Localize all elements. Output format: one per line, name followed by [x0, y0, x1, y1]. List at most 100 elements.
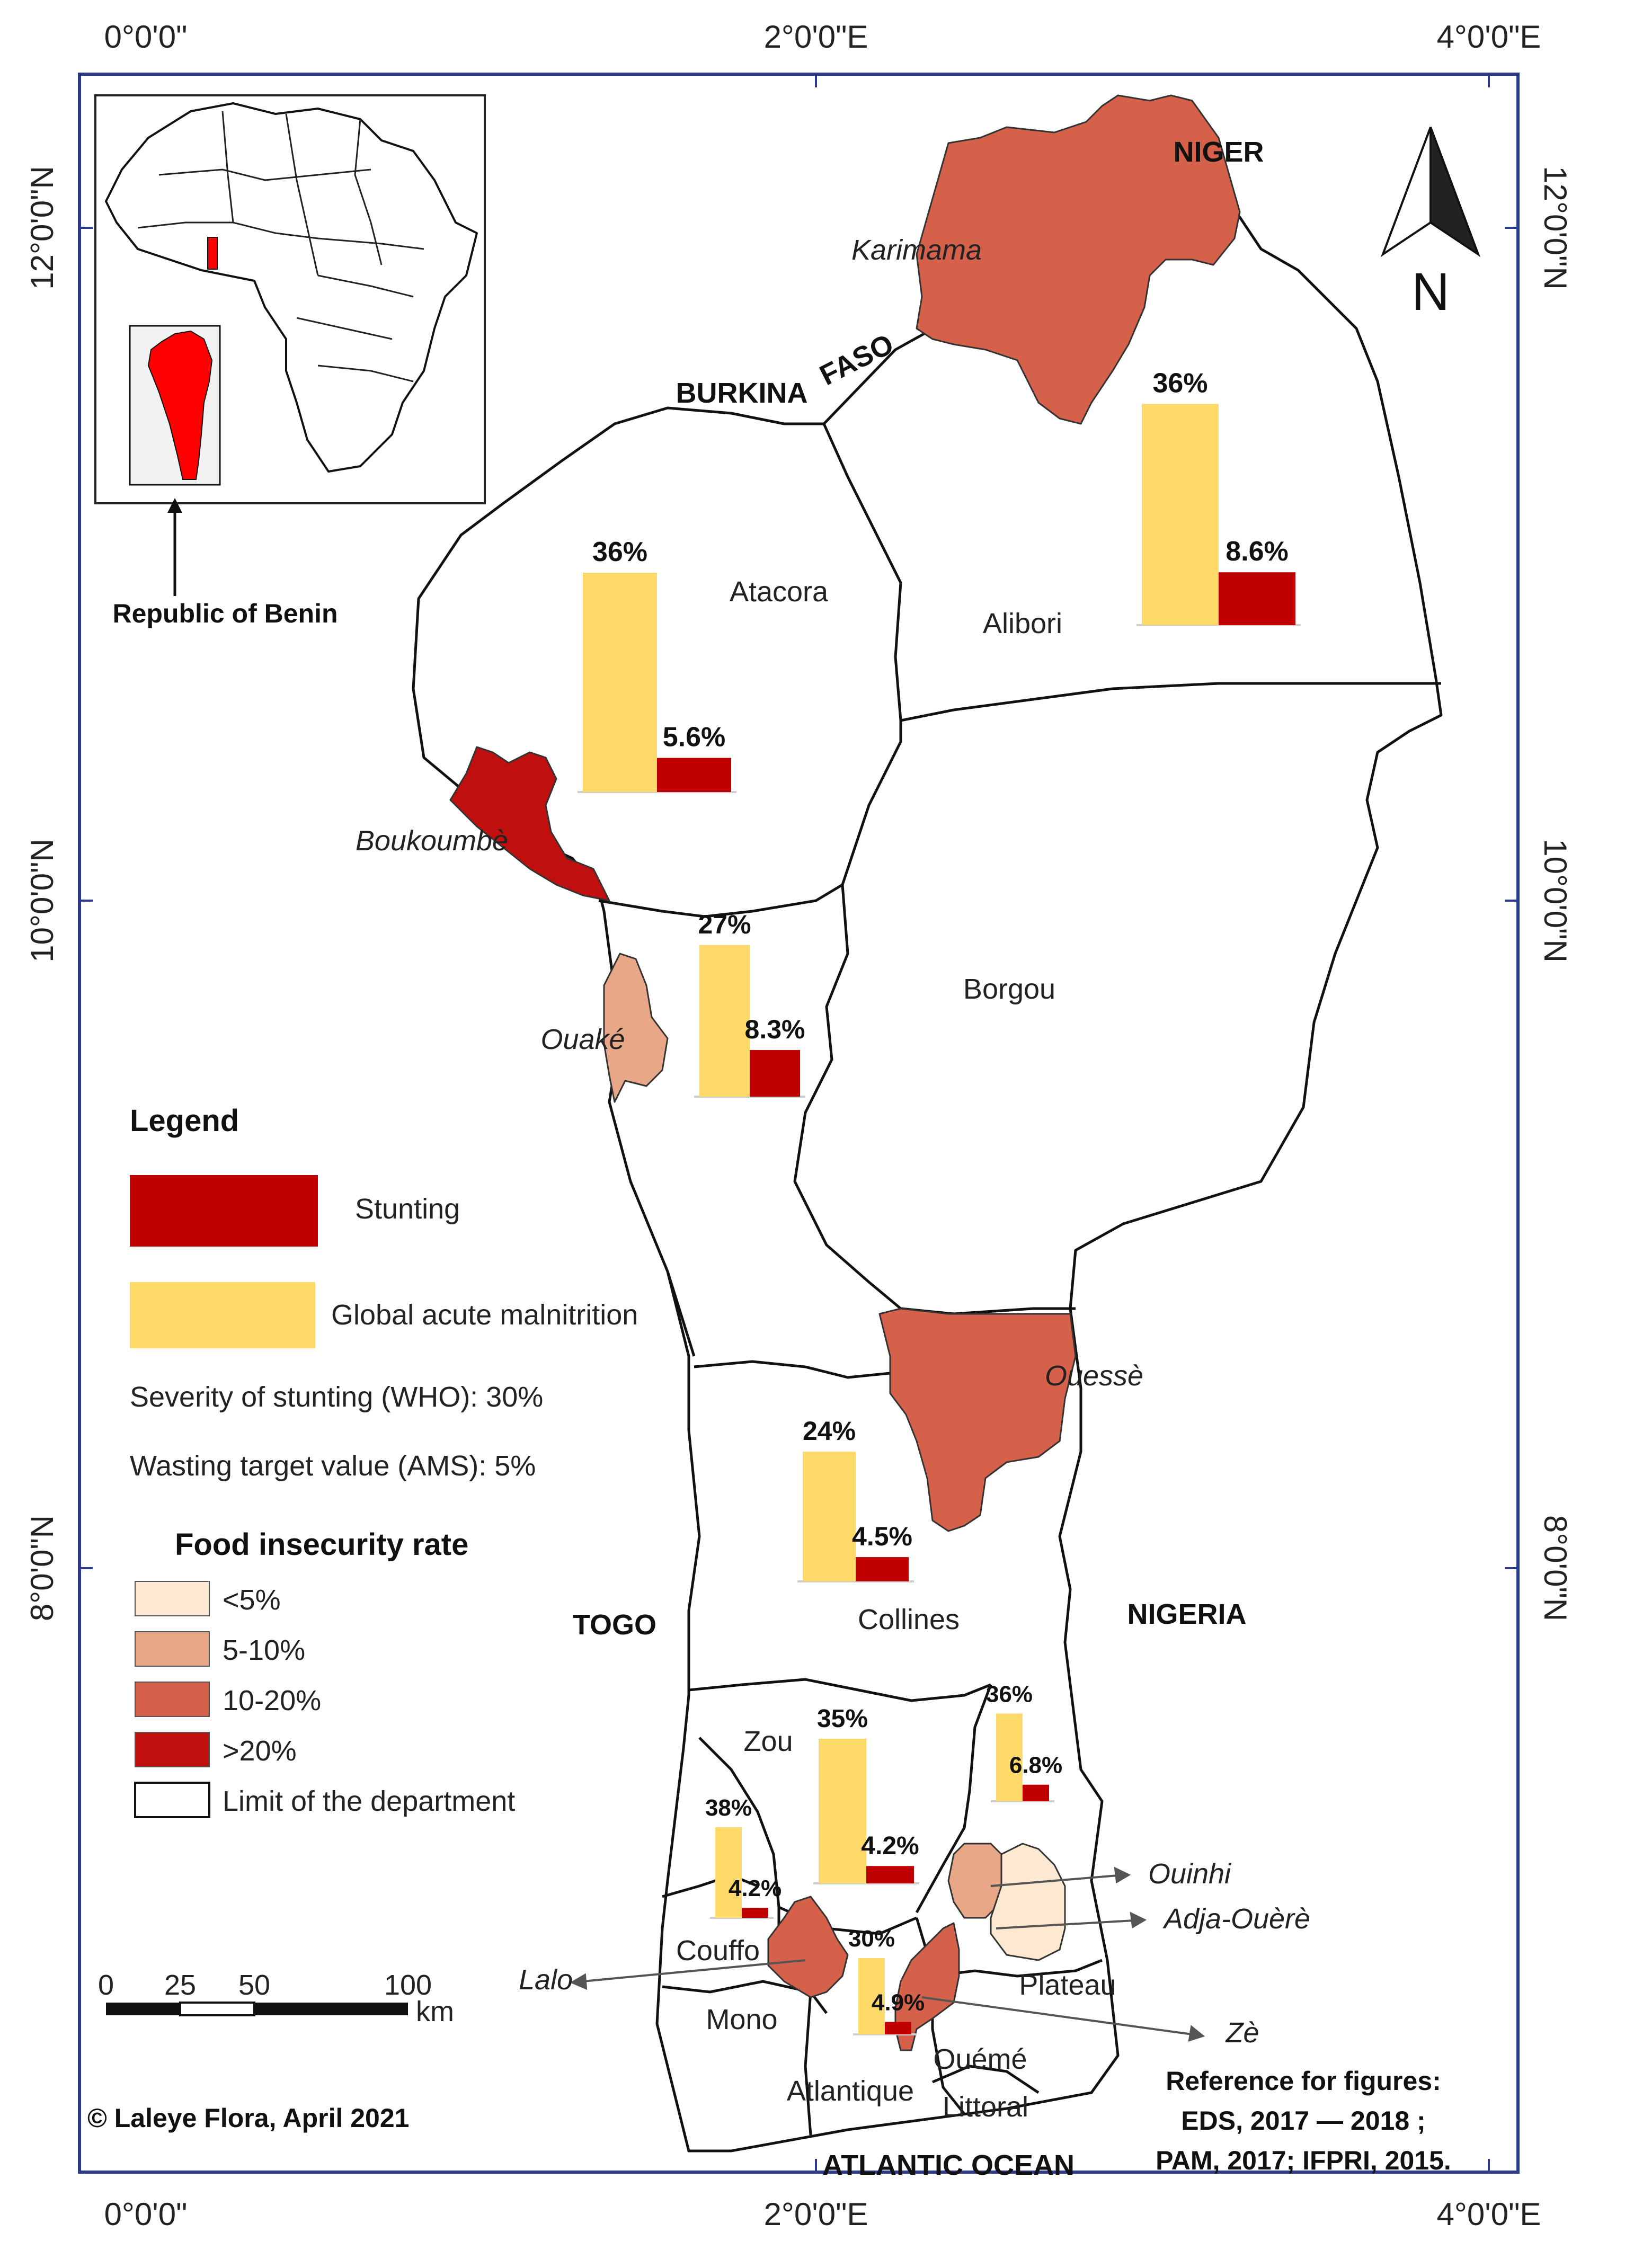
coord-bottom-0: 0°0'0" — [104, 2196, 188, 2232]
commune-label-ouesse: Ouessè — [1045, 1360, 1143, 1392]
commune-boukoumbe — [449, 746, 610, 902]
bar-chart-collines: 24% 4.5% — [797, 1416, 914, 1582]
scale-unit: km — [416, 1996, 454, 2027]
copyright: © Laleye Flora, April 2021 — [87, 2103, 409, 2133]
coord-left-8n: 8°0'0"N — [24, 1515, 60, 1621]
coordinate-ticks — [79, 74, 1518, 2172]
bar-stunting-couffo — [742, 1908, 768, 1918]
bar-label-gam-alibori: 36% — [1152, 368, 1207, 398]
bar-gam-couffo — [715, 1827, 742, 1918]
bar-stunting-donga — [750, 1050, 800, 1097]
bar-label-gam-atlantique: 30% — [848, 1926, 895, 1952]
scale-tick-0: 0 — [98, 1969, 114, 2001]
dept-label-plateau: Plateau — [1019, 1969, 1116, 2001]
coord-bottom-4e: 4°0'0"E — [1437, 2196, 1541, 2232]
commune-ouesse — [878, 1308, 1077, 1532]
legend-swatch-5-10 — [135, 1631, 210, 1667]
bar-label-gam-plateau: 36% — [986, 1681, 1033, 1707]
limit-alibori-borgou — [900, 682, 1441, 722]
north-arrow-icon: N — [1380, 127, 1481, 322]
scale-tick-50: 50 — [238, 1969, 270, 2001]
reference-line-3: PAM, 2017; IFPRI, 2015. — [1156, 2146, 1451, 2175]
country-label-niger: NIGER — [1173, 136, 1264, 168]
limit-zou-couffo — [698, 1737, 780, 1960]
dept-label-littoral: Littoral — [943, 2091, 1028, 2123]
commune-ze — [894, 1922, 960, 2051]
dept-label-borgou: Borgou — [963, 973, 1055, 1005]
bar-chart-atacora: 36% 5.6% — [578, 537, 736, 793]
bar-chart-atlantique: 30% 4.9% — [848, 1926, 925, 2035]
country-label-burkina: BURKINA — [676, 377, 808, 409]
dept-label-mono: Mono — [706, 2004, 777, 2035]
bar-label-stunting-atlantique: 4.9% — [872, 1989, 925, 2015]
bar-label-gam-atacora: 36% — [592, 537, 647, 567]
coord-left-12n: 12°0'0"N — [24, 166, 60, 290]
bar-gam-atacora — [583, 573, 657, 792]
legend-swatch-gt20 — [135, 1732, 210, 1767]
commune-karimama — [916, 94, 1241, 425]
scale-bar: 0 25 50 100 km — [98, 1969, 454, 2027]
bar-gam-zou — [819, 1739, 866, 1883]
limit-donga-borgou — [793, 884, 1076, 1315]
bar-stunting-zou — [866, 1866, 914, 1883]
inset-label: Republic of Benin — [113, 599, 338, 628]
limit-mono-atlantique — [804, 1991, 812, 2136]
legend-severity: Severity of stunting (WHO): 30% — [130, 1381, 543, 1413]
dept-label-atlantique: Atlantique — [787, 2075, 914, 2107]
bar-label-stunting-plateau: 6.8% — [1009, 1753, 1062, 1778]
limit-donga-collines — [666, 1271, 696, 1357]
dept-label-collines: Collines — [858, 1604, 960, 1635]
commune-label-karimama: Karimama — [851, 234, 982, 266]
legend-label-10-20: 10-20% — [223, 1685, 321, 1716]
commune-label-ouinhi: Ouinhi — [1148, 1858, 1232, 1890]
inset-map: Republic of Benin — [94, 94, 486, 628]
benin-departments — [412, 216, 1443, 2153]
coord-right-10n: 10°0'0"N — [1538, 839, 1573, 963]
limit-zou-plateau — [915, 1684, 992, 1914]
benin-zoom-shape — [147, 330, 213, 480]
bar-stunting-alibori — [1219, 572, 1295, 625]
legend-swatch-lt5 — [135, 1581, 210, 1616]
bar-label-stunting-couffo: 4.2% — [729, 1875, 782, 1901]
legend-wasting: Wasting target value (AMS): 5% — [130, 1450, 536, 1482]
bar-stunting-plateau — [1023, 1784, 1049, 1801]
bar-gam-collines — [803, 1452, 856, 1581]
dept-label-couffo: Couffo — [676, 1935, 760, 1967]
ocean-label: ATLANTIC OCEAN — [822, 2149, 1075, 2181]
bar-stunting-atacora — [657, 758, 731, 792]
legend-swatch-gam — [130, 1282, 315, 1348]
africa-borders — [137, 111, 424, 383]
legend-swatch-limit — [134, 1782, 210, 1818]
africa-outline — [105, 102, 478, 473]
bar-label-stunting-zou: 4.2% — [861, 1832, 919, 1860]
bar-chart-zou: 35% 4.2% — [813, 1705, 919, 1884]
legend-swatch-10-20 — [135, 1682, 210, 1717]
limit-atacora-donga — [598, 721, 902, 918]
limit-alibori-atacora — [822, 423, 902, 721]
coord-top-0: 0°0'0" — [104, 19, 188, 55]
commune-label-boukoumbe: Boukoumbè — [356, 825, 508, 857]
bar-chart-couffo: 38% 4.2% — [705, 1795, 782, 1919]
legend-food-title: Food insecurity rate — [175, 1527, 468, 1562]
commune-label-adja-ouere: Adja-Ouèrè — [1162, 1903, 1310, 1935]
legend-label-lt5: <5% — [223, 1584, 281, 1616]
bar-chart-alibori: 36% 8.6% — [1136, 368, 1301, 626]
limit-collines-zou — [688, 1678, 991, 1702]
dept-label-atacora: Atacora — [730, 576, 829, 608]
limit-littoral — [932, 2065, 1040, 2094]
bar-chart-plateau: 36% 6.8% — [986, 1681, 1062, 1802]
bar-label-gam-couffo: 38% — [705, 1795, 752, 1821]
legend-label-limit: Limit of the department — [223, 1785, 515, 1817]
inset-pointer-head — [167, 498, 182, 513]
legend-title: Legend — [130, 1104, 239, 1138]
scale-tick-100: 100 — [384, 1969, 432, 2001]
bar-label-gam-zou: 35% — [817, 1705, 868, 1733]
commune-adja-ouere — [990, 1843, 1066, 1961]
commune-label-ze: Zè — [1224, 2017, 1259, 2049]
dept-label-zou: Zou — [743, 1726, 793, 1757]
bar-label-stunting-collines: 4.5% — [852, 1522, 912, 1551]
coord-left-10n: 10°0'0"N — [24, 839, 60, 963]
commune-arrows — [570, 1866, 1205, 2042]
benin-inset-marker — [207, 237, 218, 270]
bar-label-stunting-donga: 8.3% — [745, 1015, 805, 1044]
